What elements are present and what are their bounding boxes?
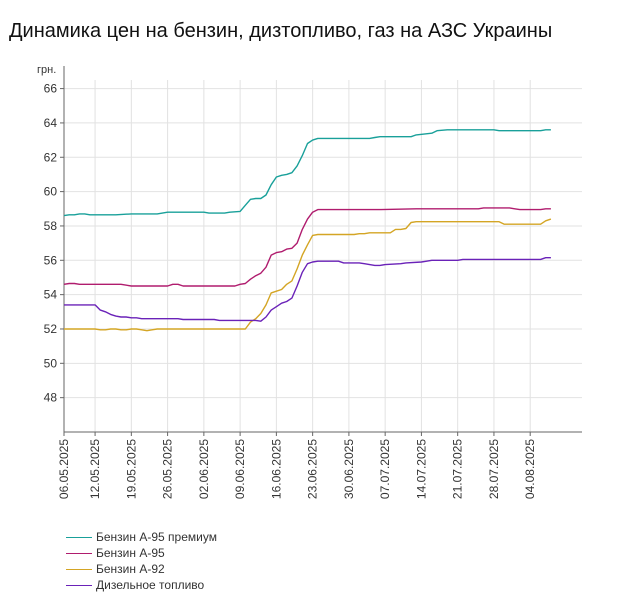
y-tick-label: 66 <box>44 82 58 96</box>
y-tick-label: 52 <box>44 322 58 336</box>
legend-label: Бензин А-95 <box>96 546 165 560</box>
y-tick-labels: 48 50 52 54 56 58 60 62 64 66 <box>44 82 58 405</box>
chart-axes <box>60 66 582 436</box>
x-tick-label: 04.08.2025 <box>523 439 537 499</box>
x-tick-label: 21.07.2025 <box>451 439 465 499</box>
y-tick-label: 50 <box>44 356 58 370</box>
series-lines <box>63 129 552 332</box>
chart-legend: Бензин А-95 премиум Бензин А-95 Бензин А-9… <box>66 529 217 593</box>
x-tick-label: 23.06.2025 <box>306 439 320 499</box>
legend-item: Дизельное топливо <box>66 577 217 593</box>
y-tick-label: 48 <box>44 391 58 405</box>
x-tick-label: 14.07.2025 <box>414 439 428 499</box>
y-axis-label: грн. <box>37 64 56 76</box>
legend-item: Бензин А-95 премиум <box>66 529 217 545</box>
x-tick-label: 12.05.2025 <box>88 439 102 499</box>
legend-label: Бензин А-92 <box>96 562 165 576</box>
x-tick-label: 06.05.2025 <box>57 439 71 499</box>
x-tick-labels: 06.05.2025 12.05.2025 19.05.2025 26.05.2025… <box>57 439 537 499</box>
y-tick-label: 60 <box>44 185 58 199</box>
series-line-1 <box>63 129 551 217</box>
y-tick-label: 62 <box>44 150 58 164</box>
y-tick-label: 56 <box>44 253 58 267</box>
x-tick-label: 02.06.2025 <box>197 439 211 499</box>
series-line-4 <box>64 257 551 322</box>
x-tick-label: 07.07.2025 <box>378 439 392 499</box>
chart-title: Динамика цен на бензин, дизтопливо, газ … <box>9 20 553 42</box>
x-tick-label: 30.06.2025 <box>342 439 356 499</box>
x-tick-label: 26.05.2025 <box>161 439 175 499</box>
y-tick-label: 58 <box>44 219 58 233</box>
legend-label: Дизельное топливо <box>96 578 205 592</box>
x-tick-label: 28.07.2025 <box>487 439 501 499</box>
x-tick-label: 09.06.2025 <box>233 439 247 499</box>
legend-item: Бензин А-95 <box>66 545 217 561</box>
legend-swatch <box>66 552 92 554</box>
y-tick-label: 54 <box>44 288 58 302</box>
legend-item: Бензин А-92 <box>66 561 217 577</box>
series-line-2 <box>63 207 551 287</box>
x-tick-label: 19.05.2025 <box>124 439 138 499</box>
x-tick-label: 16.06.2025 <box>269 439 283 499</box>
legend-swatch <box>66 584 92 586</box>
grid-lines <box>63 80 582 432</box>
legend-label: Бензин А-95 премиум <box>96 530 217 544</box>
legend-swatch <box>66 536 92 538</box>
legend-swatch <box>66 568 92 570</box>
y-tick-label: 64 <box>44 116 58 130</box>
series-line-3 <box>64 218 552 332</box>
